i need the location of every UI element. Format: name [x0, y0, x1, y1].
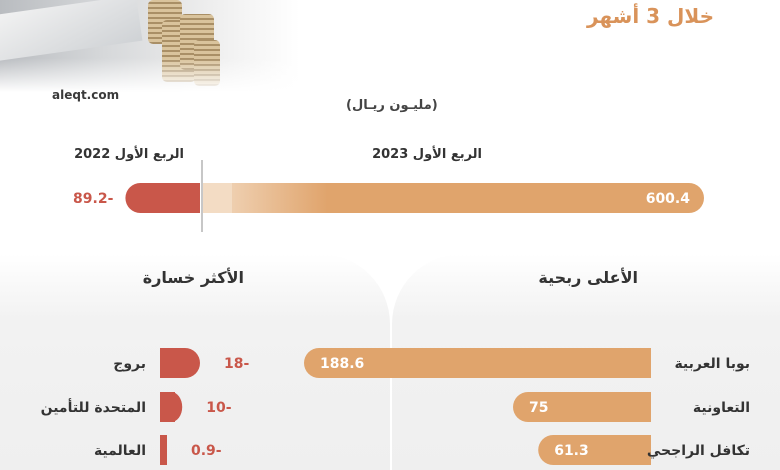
loss-bar [160, 392, 175, 422]
loss-bar [160, 348, 175, 378]
profit-company-label: بوبا العربية [674, 356, 750, 372]
header-photo-coins [0, 0, 300, 92]
profit-bar [621, 435, 651, 465]
loss-value-label: 18- [224, 356, 249, 372]
loss-company-label: بروج [113, 356, 146, 372]
loss-value-label: 0.9- [191, 443, 222, 459]
value-label-2023: 600.4 [646, 191, 691, 207]
period-label-2022: الربع الأول 2022 [74, 147, 184, 162]
top-loss-title: الأكثر خسارة [142, 268, 244, 287]
bar-2022 [170, 183, 200, 213]
units-label: (مليـون ريـال) [346, 98, 438, 113]
profit-bar [513, 392, 651, 422]
headline: خلال 3 أشهر [587, 4, 714, 28]
loss-company-label: العالمية [94, 443, 146, 459]
profit-value-label: 188.6 [320, 356, 364, 372]
profit-bar [621, 392, 651, 422]
period-label-2023: الربع الأول 2023 [372, 147, 482, 162]
source-label: aleqt.com [52, 88, 120, 102]
quarter-comparison-chart: 600.4 89.2- [73, 160, 704, 232]
profit-company-label: التعاونية [693, 400, 750, 416]
loss-bar [160, 435, 167, 465]
profit-company-label: تكافل الراجحي [647, 443, 750, 459]
bar-2023 [202, 183, 704, 213]
loss-value-label: 10- [206, 400, 231, 416]
profit-value-label: 75 [529, 400, 548, 416]
bar-2023 [202, 183, 232, 213]
profit-value-label: 61.3 [554, 443, 589, 459]
profit-bar [621, 348, 651, 378]
value-label-2022: 89.2- [73, 191, 114, 207]
top-profit-title: الأعلى ربحية [538, 268, 638, 287]
profit-bar [304, 348, 651, 378]
banknotes-image [0, 0, 143, 63]
loss-company-label: المتحدة للتأمين [41, 398, 146, 416]
company-ranking-chart: 188.6 بوبا العربية 75 التعاونية 61.3 تكافل ال… [41, 348, 750, 465]
